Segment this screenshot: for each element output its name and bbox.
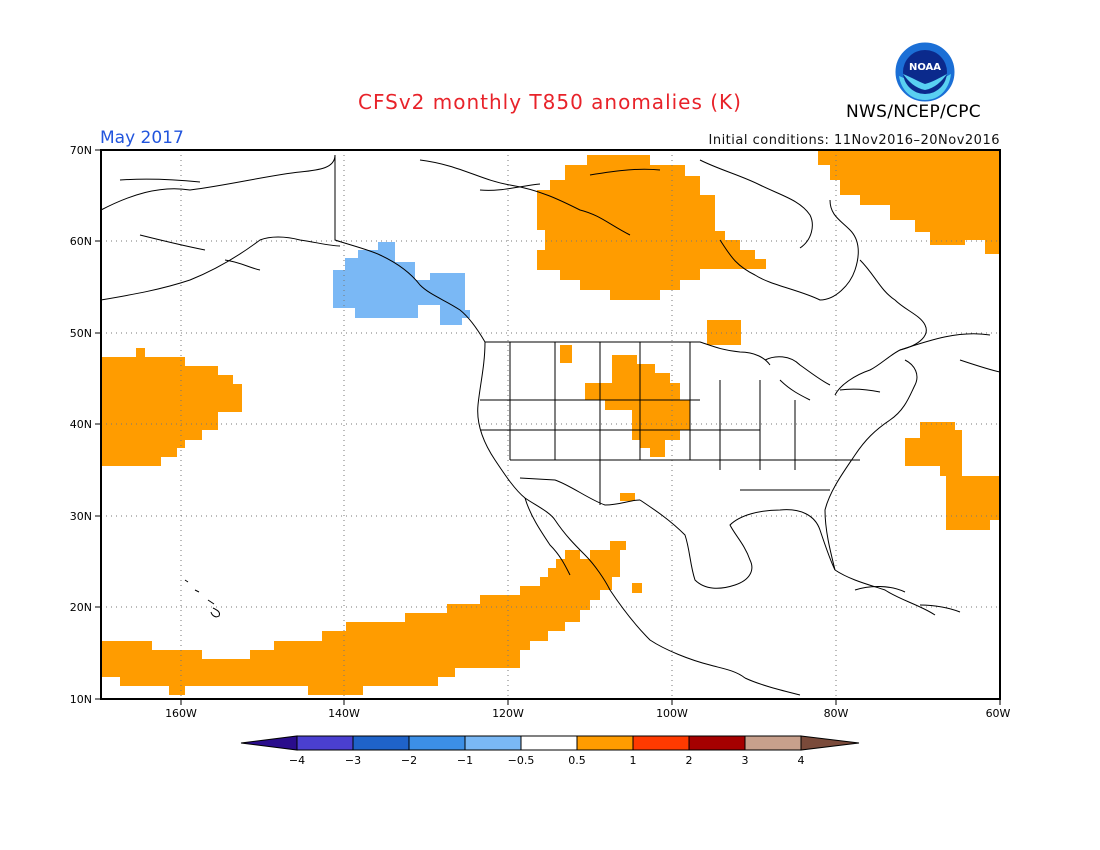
- axis-ticks: [95, 149, 1001, 705]
- anomaly-region-pacific-west: [101, 348, 242, 466]
- lat-label: 50N: [70, 327, 92, 340]
- lat-label: 20N: [70, 601, 92, 614]
- lat-label: 30N: [70, 510, 92, 523]
- map-title: CFSv2 monthly T850 anomalies (K): [358, 90, 742, 114]
- anomaly-region-canada: [537, 155, 766, 300]
- anomaly-region-atlantic: [905, 422, 1000, 530]
- lon-label: 60W: [986, 707, 1011, 720]
- lon-label: 120W: [492, 707, 524, 720]
- lat-label: 40N: [70, 418, 92, 431]
- coastlines: [101, 154, 1000, 696]
- colorbar-label: 4: [798, 754, 805, 767]
- lon-label: 80W: [824, 707, 849, 720]
- colorbar-swatch: [576, 735, 634, 751]
- anomaly-region-northeast-canada: [818, 150, 1000, 254]
- colorbar-swatch: [520, 735, 578, 751]
- colorbar-arrow-low: [240, 735, 298, 751]
- forecast-month: May 2017: [100, 128, 184, 148]
- initial-conditions: Initial conditions: 11Nov2016–20Nov2016: [708, 133, 1000, 148]
- colorbar-label: −4: [289, 754, 305, 767]
- colorbar-label: −1: [457, 754, 473, 767]
- anomaly-region-ontario: [707, 320, 741, 345]
- agency-label: NWS/NCEP/CPC: [846, 102, 981, 122]
- longitude-labels: 160W 140W 120W 100W 80W 60W: [165, 707, 1010, 720]
- colorbar-label: 1: [630, 754, 637, 767]
- lon-label: 160W: [165, 707, 197, 720]
- colorbar-swatch: [408, 735, 466, 751]
- colorbar: −4 −3 −2 −1 −0.5 0.5 1 2 3 4: [240, 735, 860, 767]
- lat-label: 60N: [70, 235, 92, 248]
- colorbar-swatch: [464, 735, 522, 751]
- anomaly-region-plains: [585, 355, 690, 457]
- colorbar-label: 3: [742, 754, 749, 767]
- colorbar-arrow-high: [800, 735, 860, 751]
- colorbar-label: 0.5: [568, 754, 586, 767]
- anomaly-region-subtropical-band: [101, 541, 626, 695]
- colorbar-swatch: [688, 735, 746, 751]
- anomaly-region-spot-texas: [620, 493, 635, 501]
- colorbar-label: −0.5: [508, 754, 535, 767]
- colorbar-label: −2: [401, 754, 417, 767]
- anomaly-region-spot-montana: [560, 345, 572, 363]
- noaa-logo-icon: NOAA: [894, 41, 956, 103]
- colorbar-label: 2: [686, 754, 693, 767]
- colorbar-label: −3: [345, 754, 361, 767]
- lon-label: 100W: [656, 707, 688, 720]
- colorbar-swatch: [352, 735, 410, 751]
- lon-label: 140W: [328, 707, 360, 720]
- logo-text: NOAA: [909, 62, 941, 73]
- anomaly-shading: [101, 150, 1000, 695]
- colorbar-swatch: [744, 735, 802, 751]
- lat-label: 10N: [70, 693, 92, 706]
- colorbar-swatch: [296, 735, 354, 751]
- lat-label: 70N: [70, 144, 92, 157]
- anomaly-region-spot-mexico: [632, 583, 642, 593]
- colorbar-swatch: [632, 735, 690, 751]
- anomaly-region-gulf-of-alaska: [333, 242, 470, 325]
- latitude-labels: 70N 60N 50N 40N 30N 20N 10N: [70, 144, 92, 706]
